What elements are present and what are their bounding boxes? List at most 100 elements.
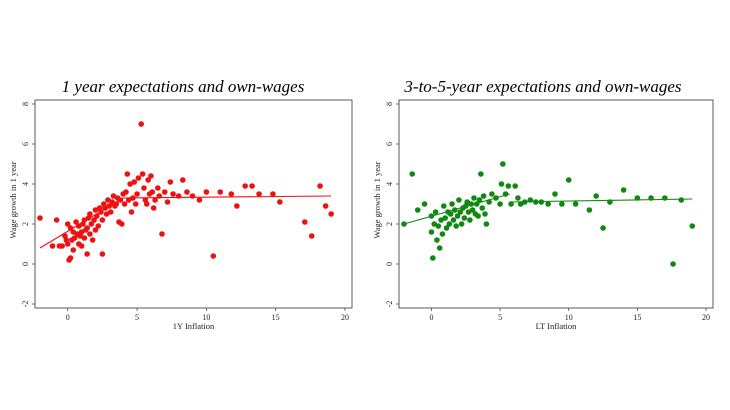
left-data-point: [184, 189, 190, 195]
left-data-point: [217, 189, 224, 195]
left-data-point: [110, 193, 117, 199]
left-data-point: [87, 211, 93, 217]
left-data-point: [270, 191, 276, 197]
left-data-point: [124, 171, 131, 177]
right-data-point: [515, 195, 521, 201]
left-data-point: [127, 181, 133, 187]
left-data-point: [242, 183, 248, 189]
left-data-point: [145, 177, 151, 183]
left-xtick-label: 15: [272, 313, 280, 322]
right-data-point: [436, 245, 443, 251]
left-data-point: [196, 197, 203, 203]
left-data-point: [118, 221, 125, 227]
left-data-point: [89, 237, 96, 243]
left-data-point: [107, 209, 114, 215]
right-data-point: [456, 197, 462, 203]
left-data-point: [91, 217, 97, 223]
right-data-point: [428, 229, 435, 235]
left-data-point: [164, 199, 171, 205]
left-data-point: [301, 219, 308, 225]
right-xtick-label: 5: [498, 313, 502, 322]
right-xtick-label: 20: [702, 313, 710, 322]
right-data-point: [498, 181, 505, 187]
right-data-point: [471, 195, 477, 201]
left-data-point: [249, 183, 255, 189]
right-data-point: [467, 217, 473, 223]
left-fit-line: [123, 195, 332, 199]
right-data-point: [689, 223, 696, 229]
right-data-point: [434, 237, 440, 243]
left-x-axis-label: 1Y Inflation: [173, 321, 215, 331]
left-data-point: [143, 201, 150, 207]
left-data-point: [317, 183, 323, 189]
left-data-point: [81, 217, 88, 223]
right-data-point: [478, 171, 484, 177]
right-data-point: [545, 201, 551, 207]
left-data-point: [256, 191, 262, 197]
left-data-point: [53, 217, 60, 223]
right-data-point: [441, 203, 447, 209]
left-data-point: [139, 171, 146, 177]
right-data-point: [442, 215, 448, 221]
right-ytick-label: 8: [385, 102, 394, 106]
left-data-point: [70, 247, 77, 253]
right-y-axis-label: Wage growth in 1 year: [372, 161, 382, 238]
right-data-point: [593, 193, 599, 199]
right-data-point: [447, 211, 454, 217]
left-data-point: [150, 205, 157, 211]
left-data-point: [152, 197, 158, 203]
left-data-point: [125, 197, 132, 203]
right-plot-frame: [398, 99, 714, 309]
left-data-point: [328, 211, 334, 217]
right-ytick-label: 4: [385, 182, 394, 186]
right-data-point: [435, 223, 442, 229]
right-data-point: [414, 207, 421, 213]
left-data-point: [64, 221, 71, 227]
left-fit-line: [39, 197, 124, 249]
left-data-point: [84, 225, 90, 231]
left-data-point: [128, 209, 135, 215]
left-data-point: [71, 235, 78, 241]
right-data-point: [458, 221, 465, 227]
left-data-point: [49, 243, 56, 249]
left-xtick-label: 20: [341, 313, 349, 322]
left-data-point: [84, 251, 90, 257]
left-ytick-label: 0: [21, 262, 30, 266]
right-data-point: [479, 205, 486, 211]
left-data-point: [149, 189, 156, 195]
left-data-point: [70, 229, 77, 235]
right-x-axis-label: LT Inflation: [536, 321, 578, 331]
left-data-point: [159, 231, 165, 237]
right-data-point: [439, 231, 446, 237]
right-data-point: [572, 201, 579, 207]
left-ytick-label: 2: [21, 222, 30, 226]
right-ytick-label: 6: [385, 142, 394, 146]
right-data-point: [430, 255, 436, 261]
left-data-point: [123, 189, 129, 195]
right-data-point: [620, 187, 627, 193]
right-data-point: [559, 201, 565, 207]
left-data-point: [189, 193, 196, 199]
left-data-point: [322, 203, 329, 209]
left-y-axis-label: Wage growth in 1 year: [8, 161, 18, 238]
right-data-point: [409, 171, 416, 177]
right-data-point: [505, 183, 512, 189]
left-data-point: [134, 191, 140, 197]
right-xtick-label: 10: [565, 313, 573, 322]
left-chart-title: 1 year expectations and own-wages: [61, 77, 305, 96]
right-data-point: [508, 201, 514, 207]
right-data-point: [476, 197, 483, 203]
right-data-point: [489, 191, 495, 197]
left-data-point: [170, 191, 176, 197]
left-data-point: [95, 223, 102, 229]
left-ytick-label: 4: [21, 182, 30, 186]
right-fit-line: [509, 198, 693, 203]
left-data-point: [81, 235, 88, 241]
right-data-point: [565, 177, 572, 183]
left-data-point: [59, 243, 65, 249]
left-data-point: [138, 121, 145, 127]
right-ytick-label: 2: [385, 222, 394, 226]
right-data-point: [446, 221, 453, 227]
left-data-point: [37, 215, 43, 221]
right-data-point: [670, 261, 676, 267]
